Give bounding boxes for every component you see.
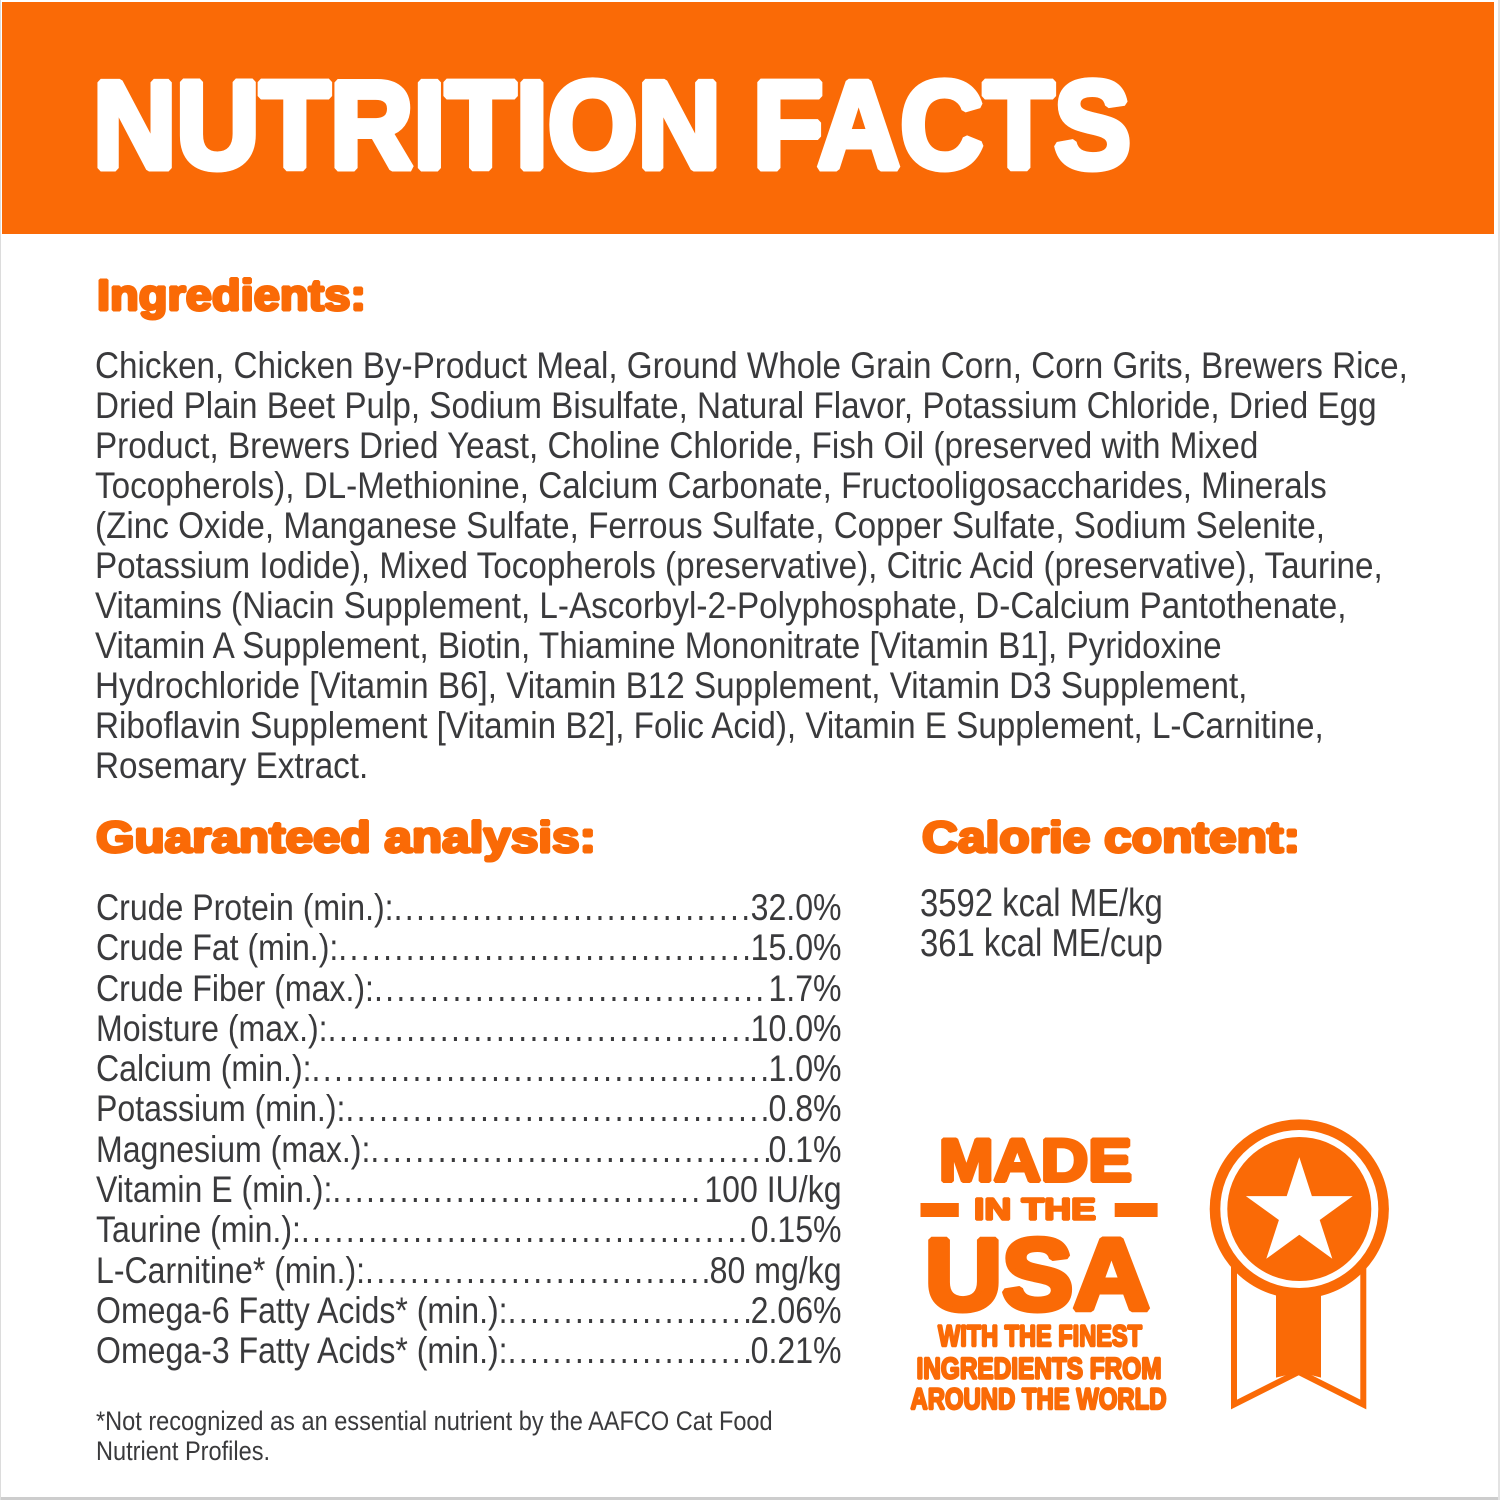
svg-text:MADE: MADE <box>939 1127 1132 1194</box>
svg-text:USA: USA <box>925 1219 1150 1331</box>
svg-text:NUTRITION FACTS: NUTRITION FACTS <box>93 57 1131 195</box>
svg-text:Calorie content:: Calorie content: <box>922 814 1300 862</box>
svg-text:AROUND THE WORLD: AROUND THE WORLD <box>911 1383 1167 1416</box>
svg-text:WITH THE FINEST: WITH THE FINEST <box>938 1320 1142 1353</box>
svg-text:INGREDIENTS FROM: INGREDIENTS FROM <box>917 1352 1162 1385</box>
svg-text:IN THE: IN THE <box>974 1193 1096 1227</box>
svg-text:Guaranteed analysis:: Guaranteed analysis: <box>96 814 596 862</box>
svg-text:Ingredients:: Ingredients: <box>97 272 366 320</box>
